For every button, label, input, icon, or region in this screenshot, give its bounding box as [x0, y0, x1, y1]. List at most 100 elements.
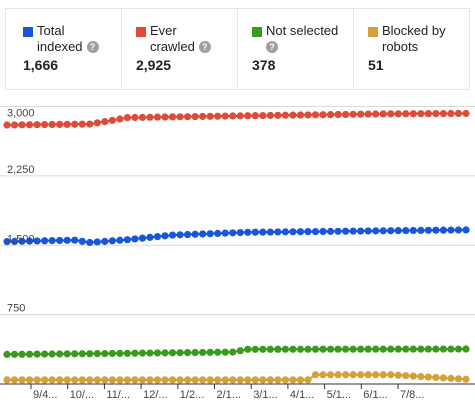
data-point [214, 229, 222, 238]
data-point [266, 376, 274, 384]
data-point [251, 345, 259, 353]
data-point [409, 110, 417, 118]
data-point [326, 227, 335, 235]
data-point [432, 226, 440, 234]
data-point [364, 227, 372, 235]
data-point [259, 111, 267, 120]
data-point [161, 376, 169, 384]
data-point [56, 376, 64, 384]
data-point [78, 237, 86, 245]
y-tick-label: 750 [7, 303, 25, 315]
data-point [131, 235, 139, 243]
data-point [244, 345, 252, 353]
data-point [221, 376, 229, 384]
data-point [146, 113, 154, 121]
data-point [86, 238, 94, 247]
data-point [326, 111, 335, 119]
data-point [101, 237, 109, 245]
data-point [183, 230, 192, 239]
data-point [221, 229, 229, 237]
data-point [432, 110, 440, 118]
data-point [394, 227, 402, 235]
data-point [214, 376, 222, 384]
data-point [78, 376, 86, 384]
data-point [131, 376, 139, 384]
data-point [311, 345, 320, 353]
data-point [116, 115, 124, 123]
data-point [229, 229, 237, 237]
x-tick-label: 2/1... [217, 389, 241, 401]
stat-not-selected[interactable]: Not selected ? 378 [238, 9, 354, 89]
data-point [364, 345, 372, 353]
data-point [41, 376, 49, 384]
data-point [281, 228, 290, 236]
data-point [161, 113, 169, 121]
data-point [304, 376, 312, 384]
x-tick-label: 9/4... [33, 389, 57, 401]
chart-series [3, 109, 470, 384]
x-tick-label: 10/... [70, 389, 94, 401]
data-point [447, 109, 455, 118]
help-icon[interactable]: ? [266, 41, 278, 53]
data-point [191, 112, 199, 121]
data-point [131, 349, 139, 357]
data-point [71, 350, 79, 358]
data-point [402, 226, 410, 235]
data-point [409, 372, 417, 380]
data-point [417, 226, 425, 234]
data-point [447, 226, 455, 234]
data-point [3, 376, 11, 384]
data-point [439, 374, 448, 382]
data-point [281, 111, 290, 119]
data-point [266, 111, 274, 120]
data-point [387, 345, 395, 353]
data-point [25, 350, 34, 358]
data-point [206, 230, 214, 238]
data-point [116, 349, 124, 357]
total-indexed-label: Total indexed? [37, 23, 99, 55]
help-icon[interactable]: ? [86, 41, 99, 53]
stat-ever-crawled[interactable]: Ever crawled? 2,925 [122, 9, 238, 89]
x-tick-label: 4/1... [290, 389, 314, 401]
x-tick-label: 11/... [106, 389, 130, 401]
data-point [402, 345, 410, 353]
data-point [349, 345, 357, 353]
data-point [311, 111, 320, 119]
grid-lines [0, 106, 475, 385]
total-indexed-swatch [23, 27, 33, 37]
data-point [176, 113, 184, 121]
data-point [387, 227, 395, 235]
data-point [78, 120, 86, 128]
data-point [236, 228, 244, 237]
data-point [123, 236, 131, 244]
not-selected-value: 378 [252, 57, 276, 73]
data-point [304, 228, 312, 236]
data-point [462, 226, 470, 234]
x-tick-label: 1/2... [180, 389, 204, 401]
data-point [454, 109, 463, 118]
stat-blocked-by-robots[interactable]: Blocked by robots 51 [354, 9, 469, 89]
data-point [25, 237, 34, 245]
data-point [342, 371, 350, 379]
data-point [289, 228, 297, 236]
data-point [379, 371, 387, 379]
data-point [342, 227, 350, 235]
data-point [199, 376, 207, 384]
data-point [244, 112, 252, 120]
data-point [138, 376, 147, 384]
data-point [153, 349, 162, 357]
y-axis-labels: 3,000 2,250 1,500 750 [7, 108, 35, 315]
x-tick-label: 5/1... [327, 389, 351, 401]
data-point [138, 349, 147, 357]
data-point [214, 112, 222, 120]
data-point [41, 237, 49, 245]
data-point [424, 226, 432, 234]
data-point [25, 376, 34, 384]
data-point [138, 113, 147, 121]
data-point [447, 374, 455, 382]
data-point [364, 110, 372, 118]
stat-total-indexed[interactable]: Total indexed? 1,666 [6, 9, 122, 89]
data-point [108, 237, 116, 245]
data-point [281, 376, 290, 384]
help-icon[interactable]: ? [198, 41, 211, 53]
